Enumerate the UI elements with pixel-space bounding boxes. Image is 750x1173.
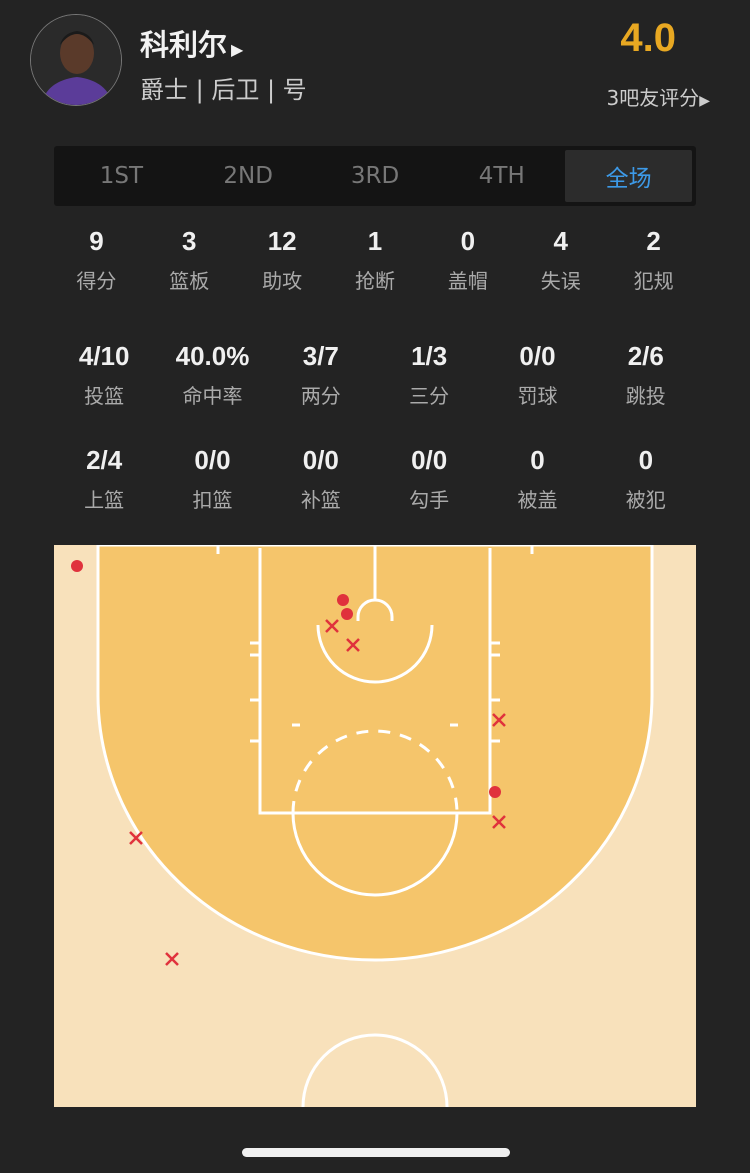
stat-label: 犯规: [633, 269, 674, 293]
stat-item: 0 被犯: [592, 445, 700, 513]
stats-row-basic: 9 得分 3 篮板 12 助攻 1 抢断 0 盖帽 4 失误 2 犯规: [50, 226, 700, 294]
stat-label: 补篮: [300, 488, 341, 512]
stat-item: 4 失误: [514, 226, 607, 294]
stat-label: 抢断: [355, 269, 395, 293]
stat-item: 40.0% 命中率: [158, 341, 266, 409]
missed-shot-marker: [346, 638, 360, 652]
stat-item: 2 犯规: [607, 226, 700, 294]
missed-shot-marker: [492, 713, 506, 727]
made-shot-marker: [489, 786, 501, 798]
stat-label: 被盖: [517, 488, 558, 512]
stat-value: 0/0: [194, 445, 231, 475]
made-shot-marker: [337, 594, 349, 606]
made-shot-marker: [71, 560, 83, 572]
court-lines: [216, 545, 534, 1107]
tab-3rd[interactable]: 3RD: [350, 163, 400, 189]
stat-item: 0/0 勾手: [375, 445, 483, 513]
rating-count-text: 3吧友评分: [606, 86, 700, 110]
stat-value: 2/6: [627, 341, 664, 371]
play-arrow-icon: ▶: [231, 40, 244, 59]
stat-item: 0 被盖: [483, 445, 591, 513]
stats-row-shot-types: 2/4 上篮 0/0 扣篮 0/0 补篮 0/0 勾手 0 被盖 0 被犯: [50, 445, 700, 513]
player-info: 爵士 | 后卫 | 号: [140, 76, 307, 104]
stat-value: 3: [182, 226, 197, 256]
stat-item: 12 助攻: [236, 226, 329, 294]
missed-shot-marker: [129, 831, 143, 845]
player-name-text: 科利尔: [140, 28, 228, 62]
stat-label: 得分: [76, 269, 117, 293]
shot-chart-court: [54, 545, 696, 1107]
stat-label: 盖帽: [447, 269, 488, 293]
stat-value: 12: [267, 226, 297, 256]
stat-label: 罚球: [517, 384, 558, 408]
stat-item: 0/0 扣篮: [158, 445, 266, 513]
stat-label: 篮板: [169, 269, 210, 293]
stat-value: 0/0: [411, 445, 448, 475]
stat-item: 1 抢断: [329, 226, 422, 294]
stat-value: 0: [460, 226, 476, 256]
stat-value: 2/4: [86, 445, 123, 475]
stat-value: 0/0: [519, 341, 556, 371]
stats-row-shooting: 4/10 投篮 40.0% 命中率 3/7 两分 1/3 三分 0/0 罚球 2/6 跳投: [50, 341, 700, 409]
missed-shot-marker: [165, 952, 179, 966]
tab-full-game[interactable]: 全场: [565, 150, 692, 202]
stat-value: 4/10: [78, 341, 130, 371]
player-avatar[interactable]: [30, 14, 122, 106]
missed-shot-marker: [325, 619, 339, 633]
stat-label: 上篮: [84, 488, 125, 512]
stat-value: 2: [646, 226, 661, 256]
stat-value: 1/3: [411, 341, 448, 371]
period-tabs: 1ST 2ND 3RD 4TH 全场: [54, 146, 696, 206]
three-point-area: [96, 545, 654, 962]
stat-item: 4/10 投篮: [50, 341, 158, 409]
stat-label: 失误: [540, 269, 581, 293]
stat-label: 命中率: [182, 384, 243, 408]
tab-2nd[interactable]: 2ND: [223, 163, 273, 189]
stat-label: 扣篮: [192, 488, 233, 512]
stat-item: 2/6 跳投: [592, 341, 700, 409]
stat-item: 3 篮板: [143, 226, 236, 294]
stat-value: 3/7: [302, 341, 339, 371]
stat-label: 助攻: [262, 269, 303, 293]
stat-value: 0/0: [302, 445, 339, 475]
stat-item: 2/4 上篮: [50, 445, 158, 513]
rating-score: 4.0: [620, 16, 676, 60]
stat-label: 两分: [300, 384, 341, 408]
tab-1st[interactable]: 1ST: [99, 163, 144, 189]
stat-label: 投篮: [84, 384, 125, 408]
stat-value: 0: [638, 445, 654, 475]
stat-item: 1/3 三分: [375, 341, 483, 409]
stat-label: 三分: [409, 384, 450, 408]
made-shot-marker: [341, 608, 353, 620]
stat-label: 勾手: [409, 488, 450, 512]
player-name[interactable]: 科利尔 ▶: [140, 22, 243, 64]
stat-item: 3/7 两分: [267, 341, 375, 409]
stat-value: 1: [367, 226, 383, 256]
stat-value: 0: [530, 445, 545, 475]
stat-value: 40.0%: [175, 341, 250, 371]
play-arrow-icon: ▶: [699, 93, 710, 109]
stat-value: 4: [553, 226, 568, 256]
home-indicator: [242, 1148, 510, 1157]
tab-4th[interactable]: 4TH: [478, 163, 525, 189]
stat-label: 跳投: [625, 384, 666, 408]
stat-item: 9 得分: [50, 226, 143, 294]
stat-label: 被犯: [625, 488, 666, 512]
stat-item: 0/0 补篮: [267, 445, 375, 513]
rating-count-link[interactable]: 3吧友评分▶: [606, 82, 710, 111]
stat-item: 0 盖帽: [421, 226, 514, 294]
missed-shot-marker: [492, 815, 506, 829]
stat-item: 0/0 罚球: [483, 341, 591, 409]
stat-value: 9: [89, 226, 104, 256]
